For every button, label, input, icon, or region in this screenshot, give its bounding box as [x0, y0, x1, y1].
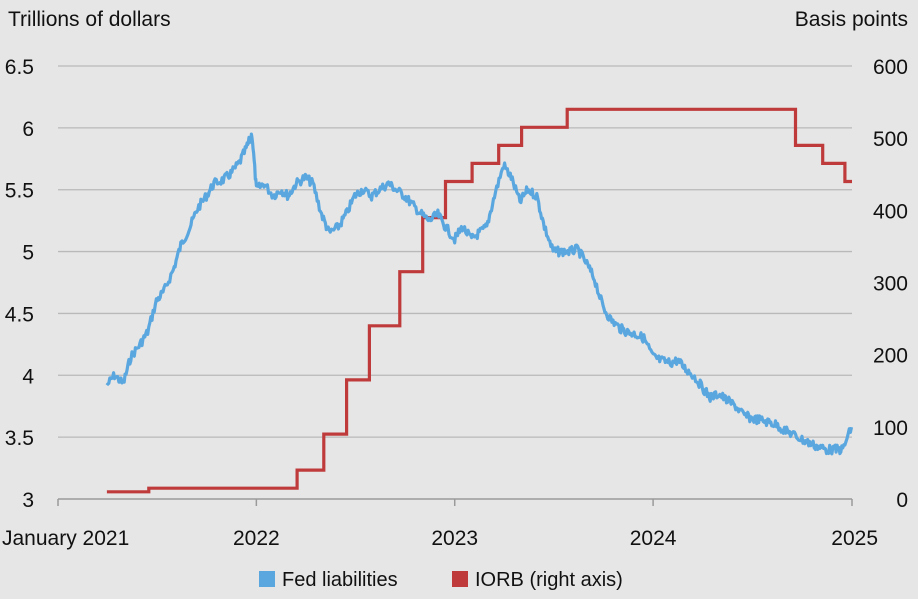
left-y-tick-label: 4.5 — [5, 303, 34, 326]
legend-label-fed-liabilities: Fed liabilities — [282, 569, 398, 591]
fed-liabilities-series-line — [105, 132, 854, 456]
left-y-tick-label: 6.5 — [5, 56, 34, 79]
right-y-tick-label: 400 — [873, 200, 908, 223]
left-y-tick-label: 6 — [22, 118, 34, 141]
left-axis-title: Trillions of dollars — [8, 8, 171, 31]
right-y-tick-label: 100 — [873, 417, 908, 440]
right-axis-title: Basis points — [795, 8, 908, 31]
legend-label-iorb: IORB (right axis) — [475, 569, 623, 591]
right-y-tick-label: 500 — [873, 128, 908, 151]
left-y-tick-label: 3.5 — [5, 427, 34, 450]
x-tick-label: 2022 — [233, 527, 280, 550]
right-y-tick-label: 200 — [873, 345, 908, 368]
left-y-tick-label: 5 — [22, 242, 34, 265]
left-y-tick-label: 3 — [22, 489, 34, 512]
legend-swatch-iorb — [452, 571, 468, 587]
right-y-tick-label: 600 — [873, 56, 908, 79]
legend-swatch-fed-liabilities — [259, 571, 275, 587]
x-axis-ticks — [57, 499, 853, 506]
left-y-tick-label: 5.5 — [5, 180, 34, 203]
left-y-tick-label: 4 — [22, 365, 34, 388]
iorb-series-line — [106, 107, 852, 494]
legend: Fed liabilities IORB (right axis) — [259, 569, 623, 591]
right-y-tick-label: 300 — [873, 273, 908, 296]
right-y-axis-tick-labels: 600 500 400 300 200 100 0 — [873, 56, 908, 512]
x-tick-label: 2023 — [431, 527, 478, 550]
gridlines — [58, 65, 852, 438]
left-y-axis-tick-labels: 6.5 6 5.5 5 4.5 4 3.5 3 — [5, 56, 35, 512]
x-axis-tick-labels: January 2021 2022 2023 2024 2025 — [2, 527, 878, 550]
x-tick-label: 2024 — [630, 527, 677, 550]
x-tick-label: 2025 — [831, 527, 878, 550]
x-tick-label: January 2021 — [2, 527, 129, 550]
right-y-tick-label: 0 — [896, 489, 908, 512]
